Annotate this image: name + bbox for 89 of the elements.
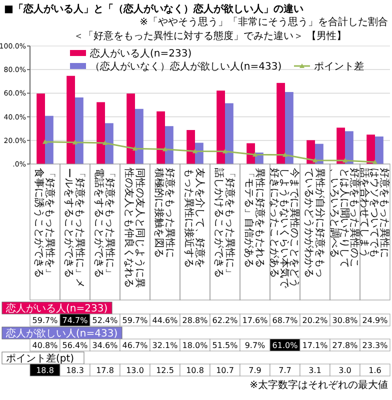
data-label: 3.1 [308,366,322,375]
data-label: 10.8 [186,366,204,375]
data-label: 23.3% [362,340,388,350]
data-label: 52.4% [92,316,118,325]
data-label: 20.2% [302,316,328,325]
text: ※太字数字はそれぞれの最大値 [250,379,388,391]
data-label: 28.8% [182,316,208,325]
x-tick-label: 「好意をもった異性を」食事に誘うことができる [33,168,56,278]
point [72,140,78,144]
point [342,158,348,162]
chart-title: ■「恋人がいる人」と「（恋人がいなく）恋人が欲しい人」の違い [4,3,304,15]
bar [66,76,75,164]
data-label: 30.8% [332,316,358,325]
legend-label: ポイント差 [314,60,364,72]
bar [225,103,234,164]
point [222,148,228,154]
point [162,146,168,152]
bar [186,130,195,164]
data-label: 68.7% [272,316,298,325]
point [312,158,318,162]
x-tick-label: 異性が自分に好意をもっているかどうかがわかる [303,168,326,278]
text: 恋人が欲しい人(n=433) [5,328,118,340]
data-label: 17.8 [96,366,114,375]
data-label: 51.5% [212,340,238,350]
x-tick-label: 好意をもった異性に積極的に接触を図る [153,168,176,258]
data-label: 18.8 [36,366,54,375]
point [192,148,198,154]
data-label: 56.4% [62,340,88,350]
bar [165,126,174,164]
data-label: 17.6% [242,316,268,325]
x-tick-label: 「好意をもった異性に」話しかけることができる [213,168,236,278]
data-label: 32.1% [152,340,178,350]
data-label: 59.7% [32,316,58,325]
data-label: 62.2% [212,316,238,325]
x-tick-label: 友人を介して、好意をもった異性に接近する [183,168,206,268]
x-tick-label: 同性の友人と同じように異性の友人とも仲良くなれる [123,167,146,288]
data-label: 1.6 [368,366,382,375]
x-tick-label: 今までに異性のことをどうしようもないくらい本気で好きになったことがある [268,168,300,289]
bar [135,108,144,164]
data-label: 3.0 [338,366,352,375]
point [102,140,108,145]
bar [105,123,114,164]
bar [306,140,315,164]
data-label: 59.7% [122,316,148,325]
data-label: 17.1% [302,340,328,350]
data-label: 34.6% [92,340,118,350]
bar [336,128,345,164]
data-label: 10.7 [216,366,234,375]
text: ※「ややそう思う」「非常にそう思う」を合計した割合 [140,16,388,28]
x-tick-label: 異性に好意をもたれる「モテる」自信がある [243,168,266,268]
data-label: 24.9% [362,316,388,325]
data-label: 27.8% [332,340,358,350]
bar [285,92,294,164]
data-label: 7.7 [278,366,292,375]
point [132,146,138,151]
bar [156,111,165,164]
text: ポイント差(pt) [6,352,74,364]
data-label: 18.0% [182,340,208,350]
data-label: 44.6% [152,316,178,325]
point [42,139,48,144]
bar [45,116,54,164]
data-label: 18.3 [66,366,84,375]
legend-label: 恋人がいる人(n=233) [89,48,192,60]
data-label: 12.5 [156,366,174,375]
bar [276,82,285,164]
chart-subtitle: ＜「好意をもった異性に対する態度」でみた違い＞ 【男性】 [73,30,347,42]
bar [375,136,384,164]
point [282,152,288,157]
data-label: 13.0 [126,366,144,375]
x-tick-label: 好意をもった異性のことは人に聞いたりして、いろいろと調べる [328,168,360,268]
bar [96,102,105,164]
data-label: 61.0% [272,340,298,350]
data-label: 46.7% [122,340,148,350]
bar [75,97,84,164]
bar [216,90,225,164]
data-label: 40.8% [32,340,58,350]
bar [126,94,135,164]
data-label: 74.7% [62,316,88,325]
bar [36,94,45,164]
text: 恋人がいる人(n=233) [5,302,108,314]
bar [366,134,375,164]
x-tick-label: 「好意をもった異性に」電話をすることができる [93,168,116,278]
x-tick-label: 「好意をもった異性に」メールをすることができる [63,168,86,288]
x-tick-label: 好意をもった異性にはウソをついてでも話を合わせてしまう [358,168,390,258]
legend-label: （恋人がいなく）恋人が欲しい人(n=433) [90,60,282,72]
data-label: 9.7% [244,340,266,350]
point [252,152,258,157]
bar [345,131,354,164]
data-label: 7.9 [248,366,262,375]
